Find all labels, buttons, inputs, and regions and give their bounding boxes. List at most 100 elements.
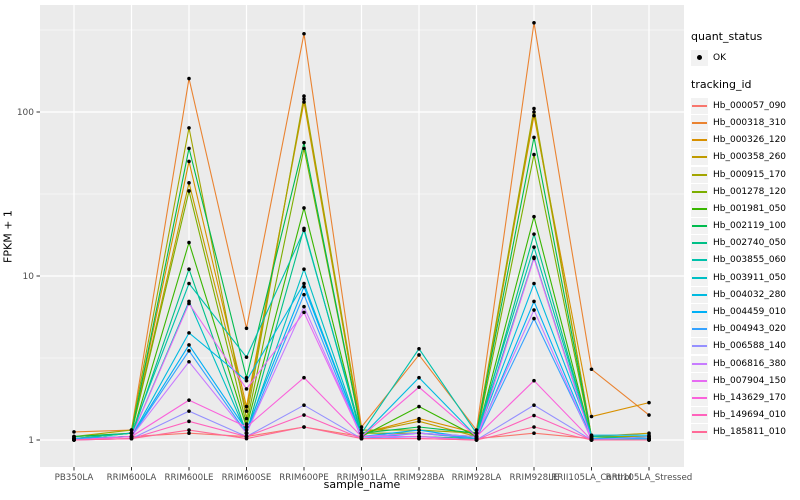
y-tick-label: 10 — [23, 272, 35, 282]
data-point — [532, 431, 536, 436]
data-point — [589, 414, 594, 419]
legend-item-label: Hb_000318_310 — [713, 117, 787, 128]
data-point — [302, 304, 306, 309]
data-point — [244, 404, 249, 409]
legend-item-Hb_185811_010: Hb_185811_010 — [691, 424, 799, 441]
series-color-swatch-icon — [691, 132, 708, 149]
data-point — [302, 413, 306, 417]
data-point — [244, 326, 249, 331]
data-point — [244, 431, 249, 436]
legend-item-label: Hb_004032_280 — [713, 289, 787, 300]
series-color-swatch-icon — [691, 338, 708, 355]
data-point — [187, 146, 191, 151]
legend-item-label: Hb_006816_380 — [713, 358, 787, 369]
data-point — [532, 232, 536, 236]
series-color-swatch-icon — [691, 114, 708, 131]
series-color-swatch-icon — [691, 252, 708, 269]
data-point — [302, 375, 306, 380]
legend-item-label: Hb_185811_010 — [713, 427, 787, 438]
series-color-swatch-icon — [691, 407, 708, 424]
data-point — [302, 281, 306, 286]
data-point — [302, 292, 306, 297]
data-point — [244, 409, 249, 413]
legend-item-Hb_003911_050: Hb_003911_050 — [691, 269, 799, 286]
data-point — [187, 343, 191, 347]
data-point — [532, 413, 536, 418]
data-point — [187, 301, 191, 306]
data-point — [532, 110, 536, 114]
data-point — [647, 400, 651, 405]
data-point — [532, 403, 536, 408]
legend-item-label: Hb_000358_260 — [713, 152, 787, 163]
data-point — [187, 428, 191, 432]
data-point — [302, 403, 306, 408]
data-point — [417, 404, 421, 409]
legend-item-Hb_000358_260: Hb_000358_260 — [691, 149, 799, 166]
data-point — [532, 106, 536, 111]
data-point — [302, 31, 306, 36]
x-tick-label: RRIM928LA — [452, 473, 502, 483]
data-point — [129, 428, 134, 432]
series-color-swatch-icon — [691, 166, 708, 183]
legend-item-label: Hb_002119_100 — [713, 221, 787, 232]
legend-item-label: Hb_000326_120 — [713, 135, 787, 146]
data-point — [302, 206, 306, 210]
data-point — [187, 431, 191, 436]
data-point — [187, 181, 191, 185]
data-point — [302, 425, 306, 429]
legend-item-Hb_000318_310: Hb_000318_310 — [691, 114, 799, 131]
data-point — [532, 425, 536, 429]
legend-item-Hb_004032_280: Hb_004032_280 — [691, 286, 799, 303]
x-tick-label: RRIM600PE — [279, 473, 328, 483]
data-point — [244, 387, 249, 391]
data-point — [244, 416, 249, 421]
data-point — [187, 159, 191, 164]
x-tick-label: RRIM600LA — [107, 473, 157, 483]
data-point — [417, 346, 421, 351]
legend-item-label: Hb_007904_150 — [713, 375, 787, 386]
ok-point-icon — [691, 49, 708, 66]
data-point — [532, 214, 536, 219]
data-point — [302, 97, 306, 101]
x-tick-label: RRII105LA_Stressed — [606, 473, 693, 483]
data-point — [244, 375, 249, 380]
data-point — [647, 438, 651, 442]
series-color-swatch-icon — [691, 97, 708, 114]
series-color-swatch-icon — [691, 200, 708, 217]
data-point — [532, 316, 536, 321]
legend-item-Hb_004459_010: Hb_004459_010 — [691, 303, 799, 321]
data-point — [244, 428, 249, 432]
x-tick-label: PB350LA — [55, 473, 94, 483]
data-point — [417, 428, 421, 432]
legend-item-Hb_002119_100: Hb_002119_100 — [691, 218, 799, 235]
data-point — [647, 434, 651, 439]
legend: quant_status OK tracking_id Hb_000057_09… — [691, 30, 799, 441]
data-point — [417, 385, 421, 389]
legend-spacer — [691, 66, 799, 78]
series-color-swatch-icon — [691, 372, 708, 389]
legend-item-Hb_001278_120: Hb_001278_120 — [691, 183, 799, 200]
x-axis-title: sample_name — [323, 478, 401, 491]
data-point — [532, 245, 536, 249]
data-point — [532, 135, 536, 140]
legend-item-label: Hb_143629_170 — [713, 392, 787, 403]
legend-item-label: Hb_000057_090 — [713, 100, 787, 111]
data-point — [417, 436, 421, 441]
data-point — [474, 434, 479, 439]
data-point — [187, 359, 191, 364]
legend-item-label: Hb_001278_120 — [713, 186, 787, 197]
data-point — [302, 94, 306, 98]
data-point — [302, 284, 306, 289]
data-point — [532, 378, 536, 383]
data-point — [532, 281, 536, 286]
data-point — [244, 378, 249, 383]
x-tick-label: RRIM600SE — [222, 473, 272, 483]
legend-item-Hb_001981_050: Hb_001981_050 — [691, 200, 799, 217]
x-tick-label: RRIM928BA — [394, 473, 445, 483]
data-point — [474, 431, 479, 436]
series-color-swatch-icon — [691, 183, 708, 200]
legend-item-label: Hb_003855_060 — [713, 255, 787, 266]
data-point — [244, 425, 249, 429]
series-color-swatch-icon — [691, 149, 708, 166]
legend-quant-status-title: quant_status — [691, 30, 763, 43]
